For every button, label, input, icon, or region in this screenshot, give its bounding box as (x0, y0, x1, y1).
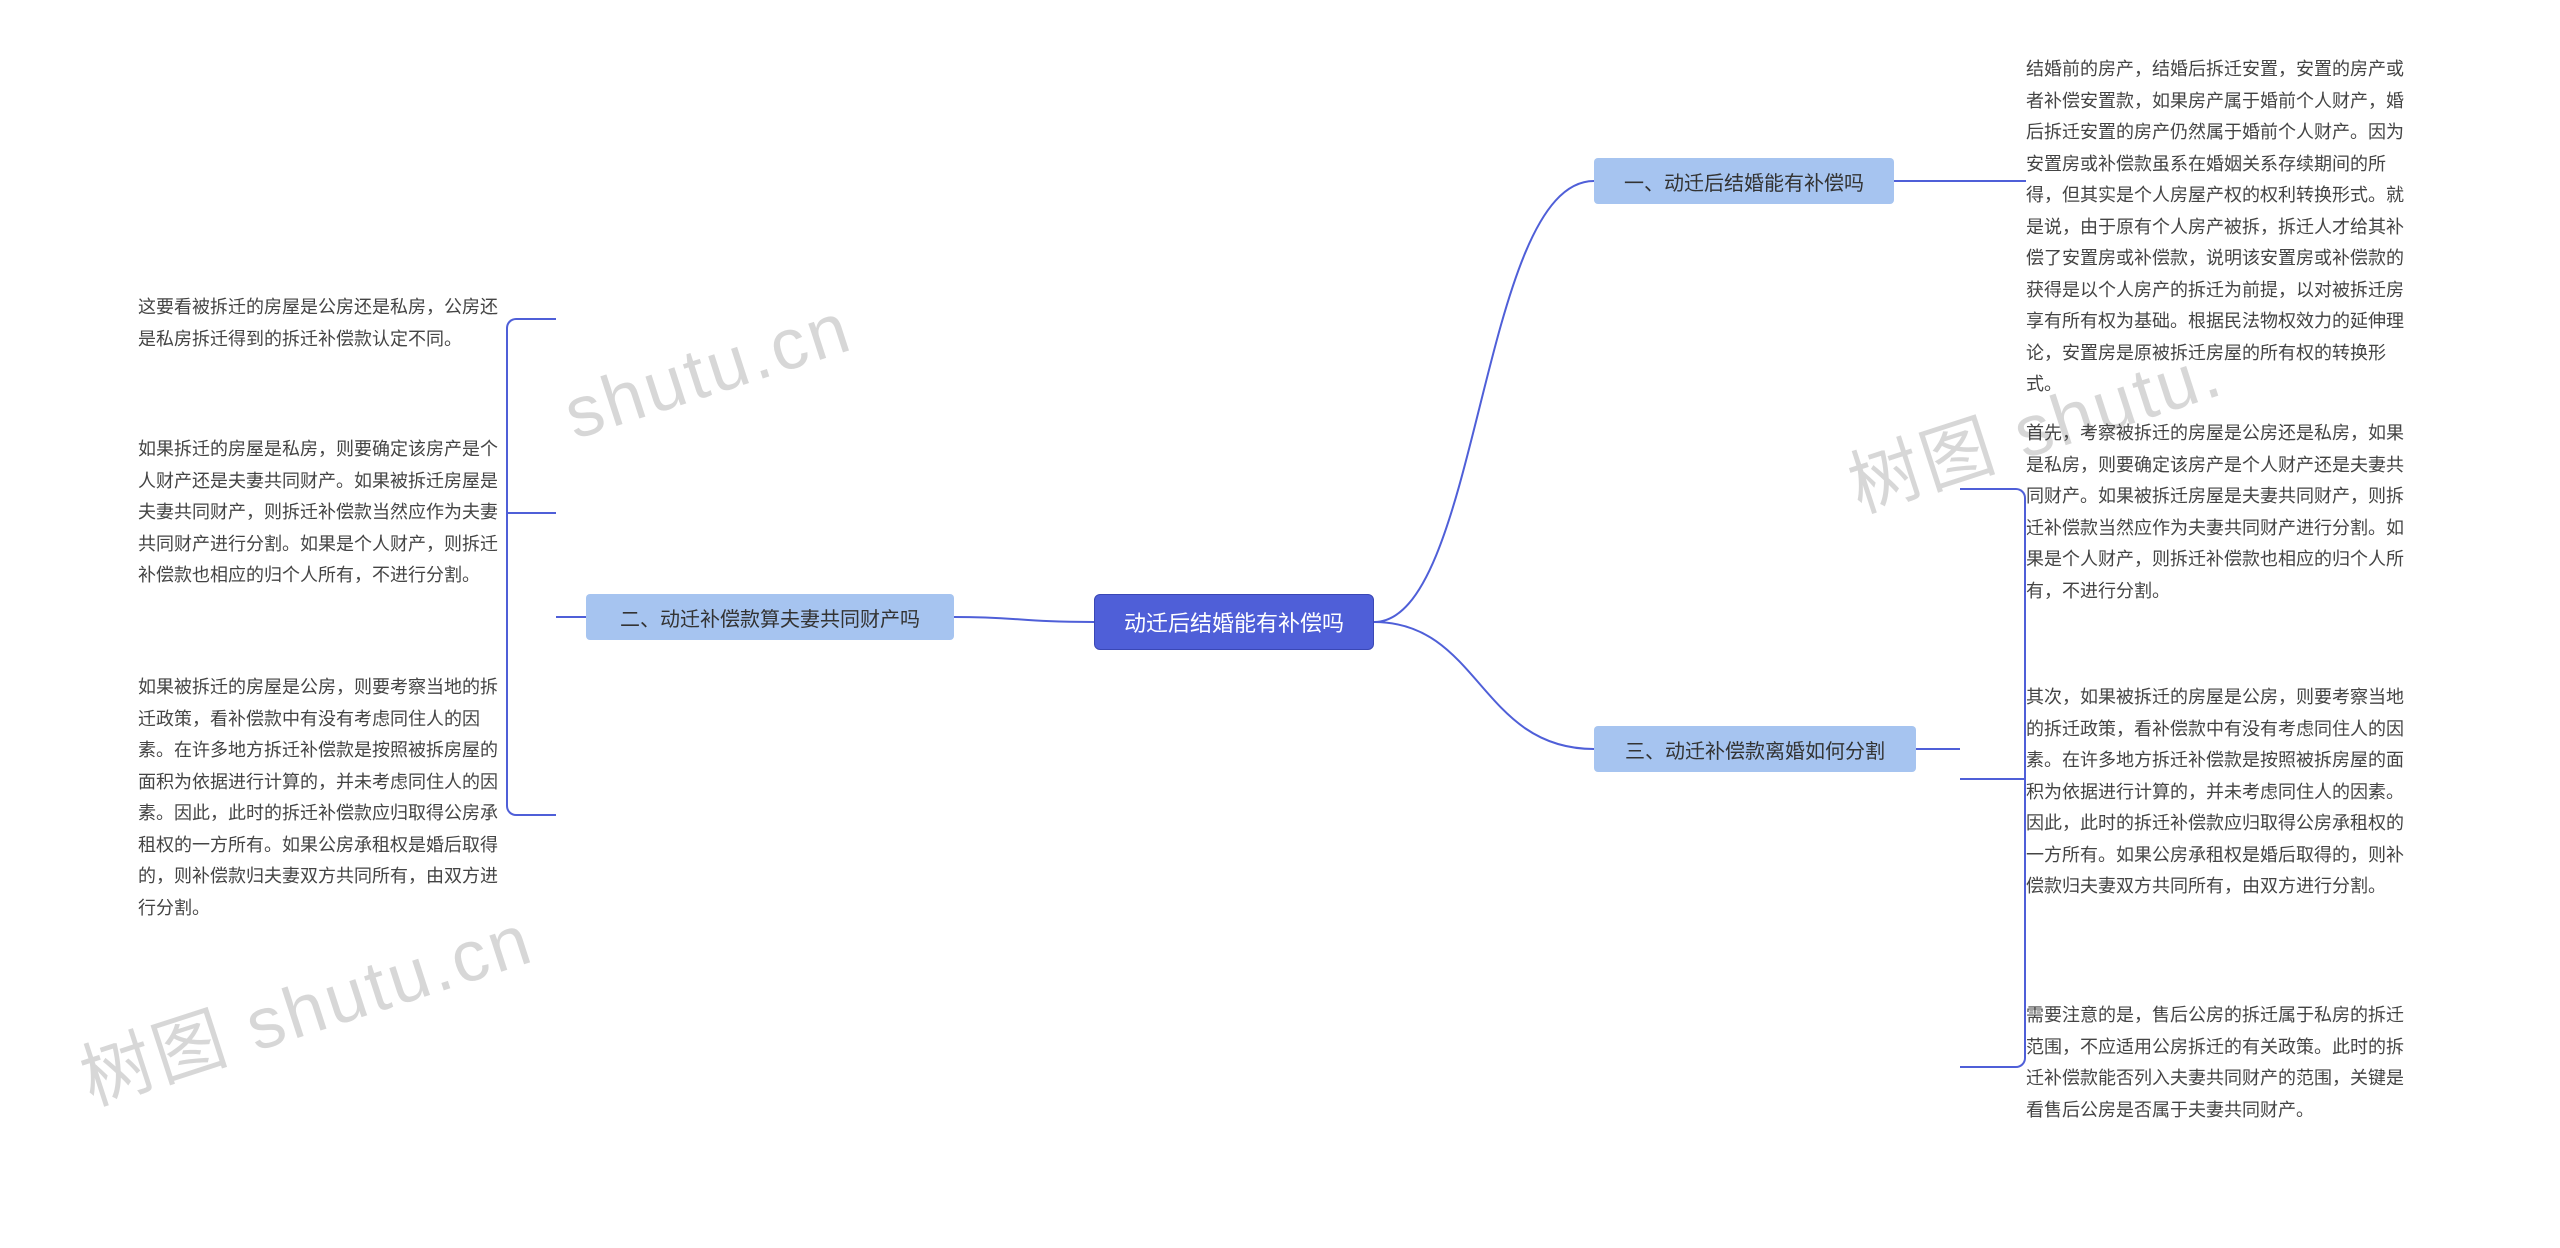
branch-l2-label: 二、动迁补偿款算夫妻共同财产吗 (620, 603, 920, 632)
watermark-1: shutu.cn (555, 286, 862, 456)
branch-r1-label: 一、动迁后结婚能有补偿吗 (1624, 167, 1864, 196)
bracket-l2 (506, 318, 556, 816)
leaf-r3-1: 其次，如果被拆迁的房屋是公房，则要考察当地的拆迁政策，看补偿款中有没有考虑同住人… (2026, 682, 2404, 903)
leaf-r3-2: 需要注意的是，售后公房的拆迁属于私房的拆迁范围，不应适用公房拆迁的有关政策。此时… (2026, 1000, 2404, 1126)
branch-r3-label: 三、动迁补偿款离婚如何分割 (1625, 735, 1885, 764)
branch-r3: 三、动迁补偿款离婚如何分割 (1594, 726, 1916, 772)
leaf-l2-1: 如果拆迁的房屋是私房，则要确定该房产是个人财产还是夫妻共同财产。如果被拆迁房屋是… (138, 434, 504, 592)
leaf-l2-0: 这要看被拆迁的房屋是公房还是私房，公房还是私房拆迁得到的拆迁补偿款认定不同。 (138, 292, 504, 355)
leaf-r1-0: 结婚前的房产，结婚后拆迁安置，安置的房产或者补偿安置款，如果房产属于婚前个人财产… (2026, 54, 2404, 401)
leaf-r3-0: 首先，考察被拆迁的房屋是公房还是私房，如果是私房，则要确定该房产是个人财产还是夫… (2026, 418, 2404, 607)
branch-r1: 一、动迁后结婚能有补偿吗 (1594, 158, 1894, 204)
root-node: 动迁后结婚能有补偿吗 (1094, 594, 1374, 650)
bracket-r3-stem-1 (1960, 778, 2026, 780)
root-label: 动迁后结婚能有补偿吗 (1124, 606, 1344, 638)
branch-l2: 二、动迁补偿款算夫妻共同财产吗 (586, 594, 954, 640)
bracket-l2-stem-1 (506, 512, 556, 514)
leaf-l2-2: 如果被拆迁的房屋是公房，则要考察当地的拆迁政策，看补偿款中有没有考虑同住人的因素… (138, 672, 504, 924)
